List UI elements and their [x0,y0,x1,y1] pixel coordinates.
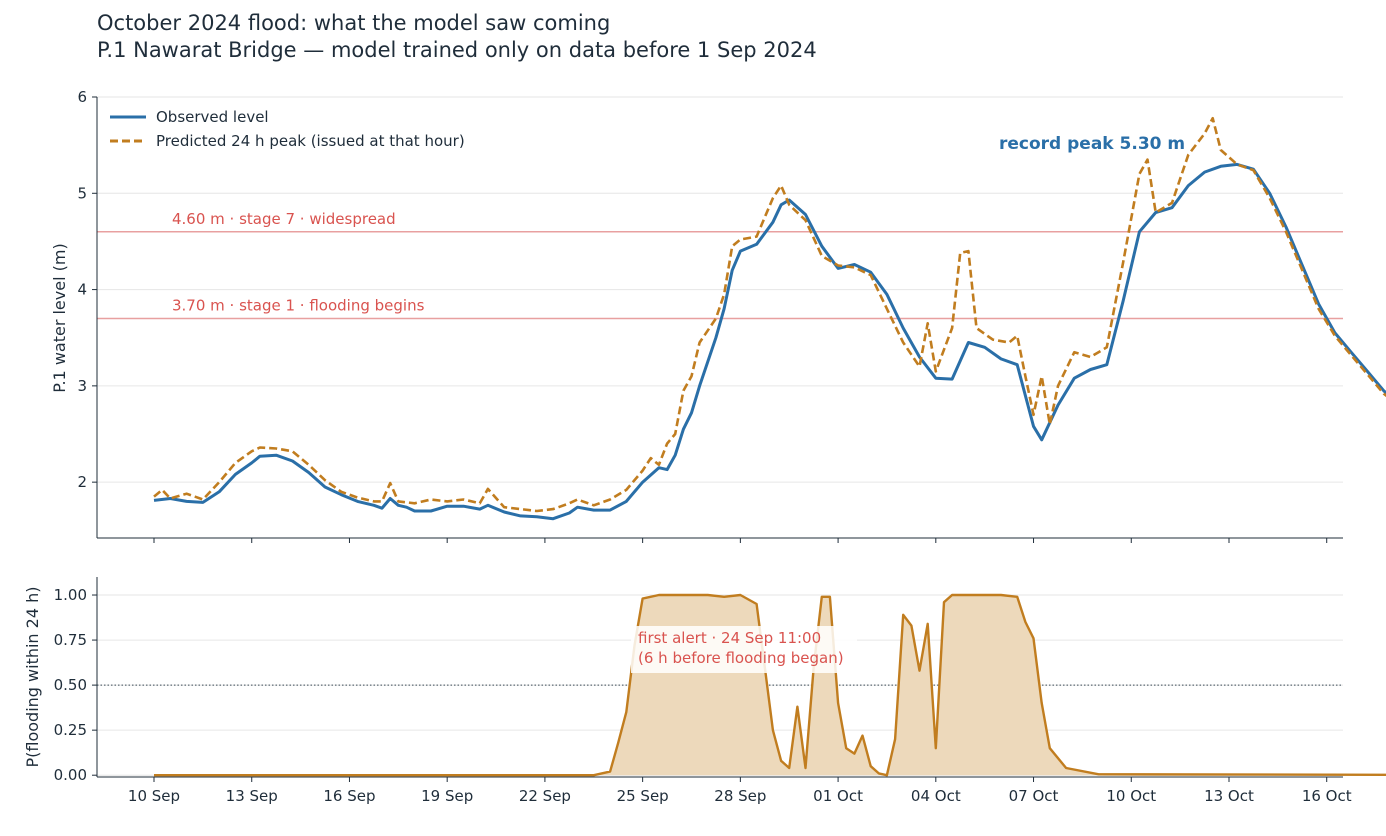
probability-y-tick-label: 0.25 [54,721,87,739]
x-tick-label: 01 Oct [813,787,863,805]
threshold-label: 3.70 m · stage 1 · flooding begins [172,296,425,314]
first-alert-box [631,626,857,673]
level-y-tick-label: 4 [77,281,87,299]
level-y-tick-label: 5 [77,184,87,202]
x-tick-label: 25 Sep [617,787,669,805]
level-y-axis-label: P.1 water level (m) [50,243,69,392]
level-gridlines [97,96,1343,483]
first-alert-line1: first alert · 24 Sep 11:00 [638,629,821,647]
predicted-peak-line [153,116,1386,513]
threshold-lines: 4.60 m · stage 7 · widespread 3.70 m · st… [97,210,1343,320]
probability-y-tick-label: 0.75 [54,631,87,649]
probability-y-tick-label: 0.50 [54,676,87,694]
x-tick-label: 04 Oct [911,787,961,805]
threshold-label: 4.60 m · stage 7 · widespread [172,210,396,228]
probability-y-tick-label: 0.00 [54,766,87,784]
level-panel: 4.60 m · stage 7 · widespread 3.70 m · st… [50,88,1386,543]
x-tick-label: 13 Sep [226,787,278,805]
probability-y-axis-label: P(flooding within 24 h) [23,587,42,768]
level-y-tick-label: 6 [77,88,87,106]
record-peak-annotation: record peak 5.30 m [999,134,1185,154]
observed-level-line [153,162,1386,521]
x-tick-label: 16 Sep [323,787,375,805]
x-tick-label: 10 Sep [128,787,180,805]
probability-area [154,595,1386,776]
probability-x-ticks: 10 Sep 13 Sep 16 Sep 19 Sep 22 Sep 25 Sep 28 S… [128,777,1352,805]
legend-observed-label: Observed level [156,108,269,126]
x-tick-label: 22 Sep [519,787,571,805]
probability-y-tick-label: 1.00 [54,586,87,604]
level-x-ticks [153,538,1328,543]
legend-predicted-label: Predicted 24 h peak (issued at that hour… [156,132,465,150]
title-block: October 2024 flood: what the model saw c… [97,10,817,64]
level-series [153,116,1386,521]
first-alert-annotation: first alert · 24 Sep 11:00 (6 h before f… [631,626,857,673]
x-tick-label: 19 Sep [421,787,473,805]
probability-panel: 0.000.250.500.751.00 10 Sep 13 Sep 16 Sep 1… [23,577,1386,805]
probability-line [154,593,1386,777]
x-tick-label: 28 Sep [714,787,766,805]
x-tick-label: 10 Oct [1106,787,1156,805]
chart-title: October 2024 flood: what the model saw c… [97,11,611,35]
probability-series [154,593,1386,777]
probability-y-ticks: 0.00 0.25 0.50 0.75 1.00 [54,586,97,784]
level-y-tick-label: 3 [77,377,87,395]
x-tick-label: 13 Oct [1204,787,1254,805]
level-y-ticks: 2 3 4 5 6 [77,88,97,491]
first-alert-line2: (6 h before flooding began) [638,649,844,667]
x-tick-label: 16 Oct [1302,787,1352,805]
chart-subtitle: P.1 Nawarat Bridge — model trained only … [97,38,817,62]
x-tick-label: 07 Oct [1009,787,1059,805]
legend: Observed level Predicted 24 h peak (issu… [110,108,465,150]
level-y-tick-label: 2 [77,473,87,491]
